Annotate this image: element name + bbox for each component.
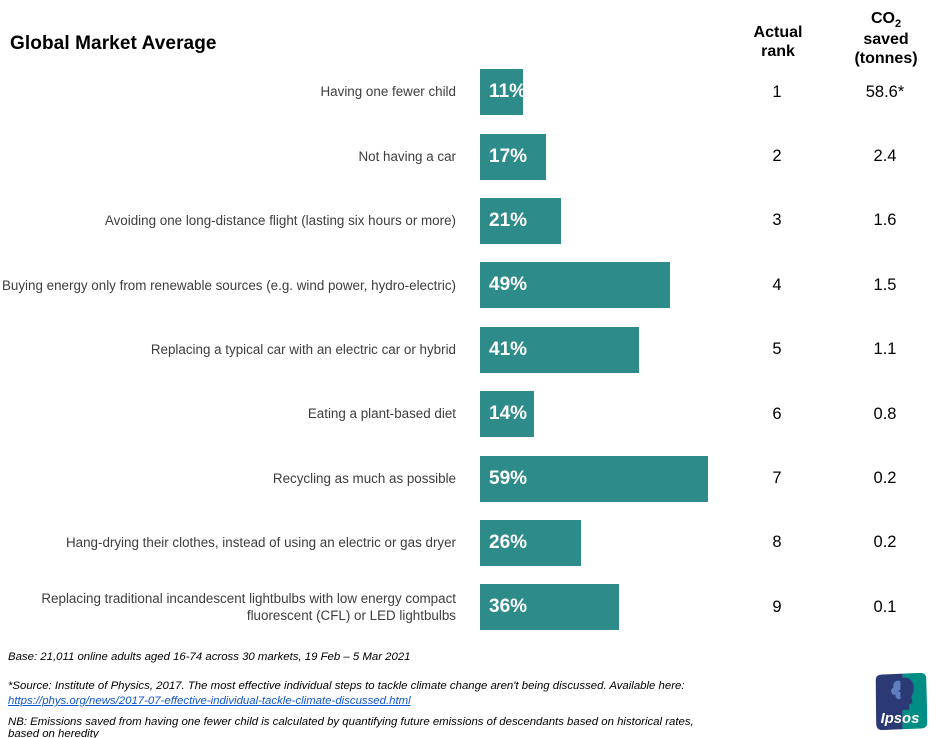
co2-value: 58.6*	[865, 82, 905, 101]
bar: 59%	[480, 455, 708, 502]
chart-row: Replacing traditional incandescent light…	[0, 575, 936, 639]
rank-value: 6	[772, 404, 782, 423]
bar: 36%	[480, 584, 619, 631]
bar: 17%	[480, 133, 546, 180]
bar-cell: 21%	[466, 197, 720, 244]
row-label: Having one fewer child	[320, 84, 456, 100]
bar: 21%	[480, 197, 561, 244]
co2-header-lines: saved (tonnes)	[854, 31, 918, 68]
source-link[interactable]: https://phys.org/news/2017-07-effective-…	[8, 695, 411, 707]
co2-value: 1.6	[873, 211, 897, 230]
chart-rows: Having one fewer child 11% 1 58.6* Not h…	[0, 60, 936, 640]
row-label: Replacing traditional incandescent light…	[41, 590, 456, 624]
bar-value: 49%	[489, 274, 528, 296]
co2-header-subscript: 2	[894, 18, 902, 31]
chart-row: Hang-drying their clothes, instead of us…	[0, 511, 936, 575]
row-label: Replacing a typical car with an electric…	[150, 342, 456, 358]
bar-value: 21%	[489, 209, 528, 231]
rank-value: 7	[772, 469, 782, 488]
rank-value: 1	[772, 82, 782, 101]
co2-value: 1.1	[873, 340, 897, 359]
chart-row: Buying energy only from renewable source…	[0, 253, 936, 317]
co2-header-main: CO	[870, 10, 895, 27]
bar-cell: 17%	[466, 133, 720, 180]
bar-value: 36%	[489, 596, 528, 618]
logo-text: Ipsos	[881, 711, 920, 727]
bar-value: 41%	[489, 338, 528, 360]
bar-cell: 49%	[466, 262, 720, 309]
row-label: Not having a car	[358, 148, 456, 164]
column-header-co2-saved: CO2 saved (tonnes)	[836, 10, 936, 69]
co2-value: 2.4	[873, 147, 897, 166]
bar-cell: 59%	[466, 455, 720, 502]
chart-row: Recycling as much as possible 59% 7 0.2	[0, 446, 936, 510]
chart-row: Replacing a typical car with an electric…	[0, 318, 936, 382]
row-label: Hang-drying their clothes, instead of us…	[65, 535, 456, 551]
chart-row: Eating a plant-based diet 14% 6 0.8	[0, 382, 936, 446]
row-label: Eating a plant-based diet	[307, 406, 456, 422]
column-header-actual-rank: Actual rank	[753, 24, 803, 60]
row-label: Avoiding one long-distance flight (lasti…	[104, 213, 456, 229]
logo-face-silhouette	[891, 677, 914, 710]
bar: 14%	[480, 391, 534, 438]
rank-value: 4	[772, 275, 782, 294]
bar-value: 59%	[489, 467, 528, 489]
co2-value: 0.2	[873, 533, 897, 552]
row-label: Buying energy only from renewable source…	[1, 277, 456, 293]
bar-cell: 11%	[466, 69, 720, 116]
bar-value: 26%	[489, 531, 528, 553]
bar: 41%	[480, 326, 639, 373]
rank-value: 5	[772, 340, 782, 359]
bar-value: 11%	[489, 81, 523, 103]
co2-value: 0.2	[873, 469, 897, 488]
bar-cell: 41%	[466, 326, 720, 373]
bar: 26%	[480, 519, 581, 566]
rank-value: 2	[772, 147, 782, 166]
footnote-source: *Source: Institute of Physics, 2017. The…	[8, 680, 685, 692]
footnote-nb: NB: Emissions saved from having one fewe…	[8, 716, 694, 738]
bar-value: 17%	[489, 145, 528, 167]
bar-cell: 36%	[466, 584, 720, 631]
chart-title: Global Market Average	[10, 33, 217, 54]
rank-value: 9	[772, 597, 782, 616]
chart-row: Not having a car 17% 2 2.4	[0, 124, 936, 188]
chart-row: Avoiding one long-distance flight (lasti…	[0, 189, 936, 253]
rank-value: 3	[772, 211, 782, 230]
co2-value: 0.1	[873, 597, 897, 616]
bar-cell: 26%	[466, 519, 720, 566]
chart-row: Having one fewer child 11% 1 58.6*	[0, 60, 936, 124]
bar-value: 14%	[489, 403, 528, 425]
bar-cell: 14%	[466, 391, 720, 438]
bar: 49%	[480, 262, 670, 309]
row-label: Recycling as much as possible	[272, 470, 456, 486]
rank-value: 8	[772, 533, 782, 552]
co2-value: 0.8	[873, 404, 897, 423]
footnote-base: Base: 21,011 online adults aged 16-74 ac…	[8, 651, 411, 663]
ipsos-logo: Ipsos	[875, 672, 928, 731]
bar: 11%	[480, 69, 523, 116]
co2-value: 1.5	[873, 275, 897, 294]
